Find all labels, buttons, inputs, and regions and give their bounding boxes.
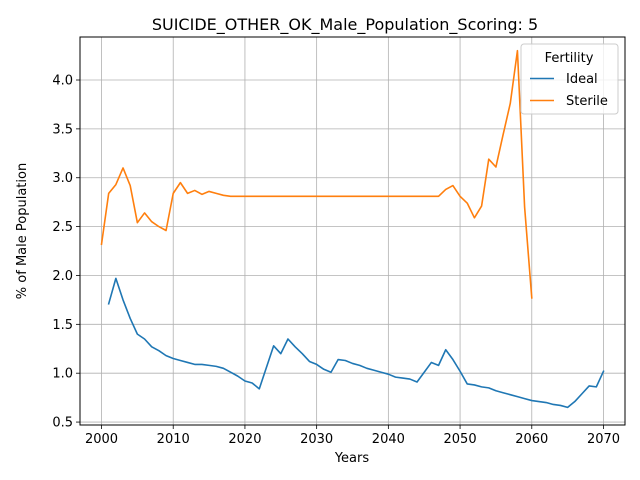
x-tick-label: 2040 (372, 432, 405, 447)
y-tick-label: 3.5 (52, 122, 73, 137)
y-tick-label: 2.5 (52, 220, 73, 235)
x-tick-label: 2060 (515, 432, 548, 447)
x-axis: 2000 2010 2020 2030 2040 2050 2060 2070 (85, 425, 620, 447)
plot-frame (79, 36, 626, 426)
legend: Fertility Ideal Sterile (520, 43, 619, 115)
series-layer (100, 49, 605, 409)
legend-items: Ideal Sterile (530, 72, 608, 109)
series-line-ideal (107, 277, 605, 409)
y-tick-label: 0.5 (52, 416, 73, 431)
series-line-sterile (100, 49, 533, 299)
y-axis-label: % of Male Population (15, 163, 30, 299)
x-tick-label: 2000 (85, 432, 118, 447)
x-tick-label: 2030 (300, 432, 333, 447)
legend-title: Fertility (545, 51, 594, 66)
y-tick-label: 1.5 (52, 318, 73, 333)
x-tick-label: 2020 (228, 432, 261, 447)
legend-label-sterile: Sterile (566, 94, 608, 109)
legend-box (520, 43, 619, 115)
y-tick-label: 3.0 (52, 171, 73, 186)
chart-title: SUICIDE_OTHER_OK_Male_Population_Scoring… (152, 15, 538, 35)
x-tick-label: 2050 (444, 432, 477, 447)
legend-label-ideal: Ideal (566, 72, 598, 87)
y-tick-label: 1.0 (52, 367, 73, 382)
x-axis-label: Years (334, 451, 370, 466)
x-tick-label: 2010 (157, 432, 190, 447)
y-tick-label: 2.0 (52, 269, 73, 284)
y-axis: 0.5 1.0 1.5 2.0 2.5 3.0 3.5 4.0 (52, 74, 80, 431)
y-tick-label: 4.0 (52, 74, 73, 89)
x-tick-label: 2070 (587, 432, 620, 447)
